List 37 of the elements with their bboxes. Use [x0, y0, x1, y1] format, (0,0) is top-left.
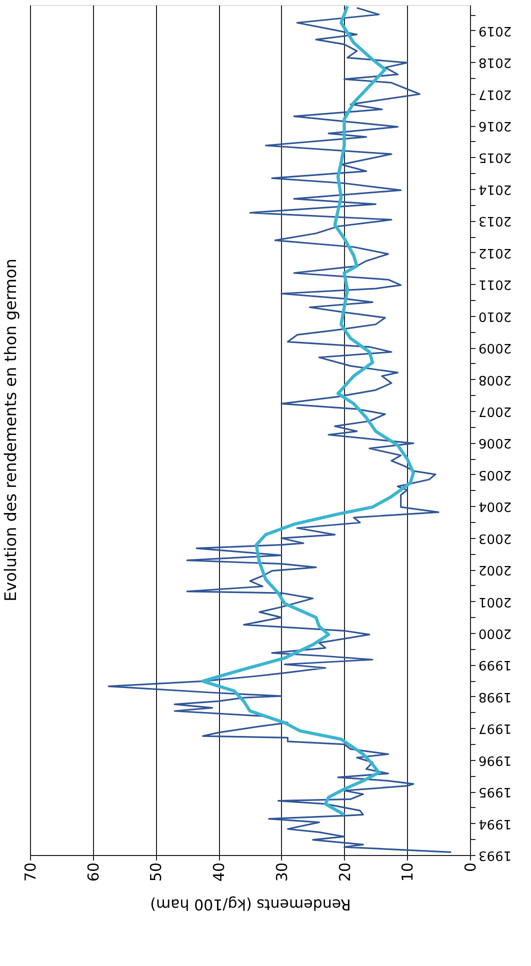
y-tick-label: 2014 — [478, 181, 512, 196]
text: Evolution des rendements en thon germon — [1, 258, 20, 602]
y-tick-label: 2000 — [478, 625, 512, 640]
y-tick-label: 2011 — [478, 276, 512, 292]
x-tick-label: 50 — [147, 862, 166, 882]
y-tick-label: 2003 — [478, 530, 512, 546]
y-tick-label: 2012 — [478, 244, 512, 260]
y-tick-label: 2018 — [478, 54, 512, 70]
y-tick-label: 1998 — [478, 688, 512, 704]
y-tick-label: 1999 — [478, 657, 512, 672]
y-tick-label: 2019 — [478, 22, 512, 38]
y-tick-label: 2013 — [478, 213, 512, 228]
x-tick-label: 70 — [22, 862, 40, 882]
x-tick-label: 0 — [462, 862, 480, 872]
y-tick-label: 1996 — [478, 752, 512, 768]
x-tick-label: 20 — [336, 862, 354, 882]
y-tick-label: 2010 — [478, 308, 512, 324]
y-tick-label: 2006 — [478, 435, 512, 450]
y-tick-label: 2016 — [478, 118, 512, 134]
y-tick-label: 1994 — [478, 816, 512, 831]
y-tick-label: 1993 — [478, 848, 512, 862]
y-tick-label: 1997 — [478, 720, 512, 736]
y-tick-label: 2008 — [478, 372, 512, 387]
y-tick-label: 2002 — [478, 562, 512, 578]
y-tick-label: 2009 — [478, 340, 512, 356]
x-tick-label: 40 — [210, 862, 228, 882]
y-tick-label: 1995 — [478, 784, 512, 800]
x-tick-label: 30 — [272, 862, 291, 882]
y-tick-label: 2007 — [478, 403, 512, 418]
y-tick-label: 2001 — [478, 594, 512, 609]
y-tick-label: 2015 — [478, 150, 512, 165]
x-tick-label: 10 — [398, 862, 417, 882]
y-tick-label: 2017 — [478, 86, 512, 102]
x-tick-label: 60 — [84, 862, 102, 882]
x-axis-title: Rendements (kg/100 ham) — [150, 896, 351, 914]
y-tick-label: 2004 — [478, 498, 512, 514]
y-tick-label: 2005 — [478, 466, 512, 482]
